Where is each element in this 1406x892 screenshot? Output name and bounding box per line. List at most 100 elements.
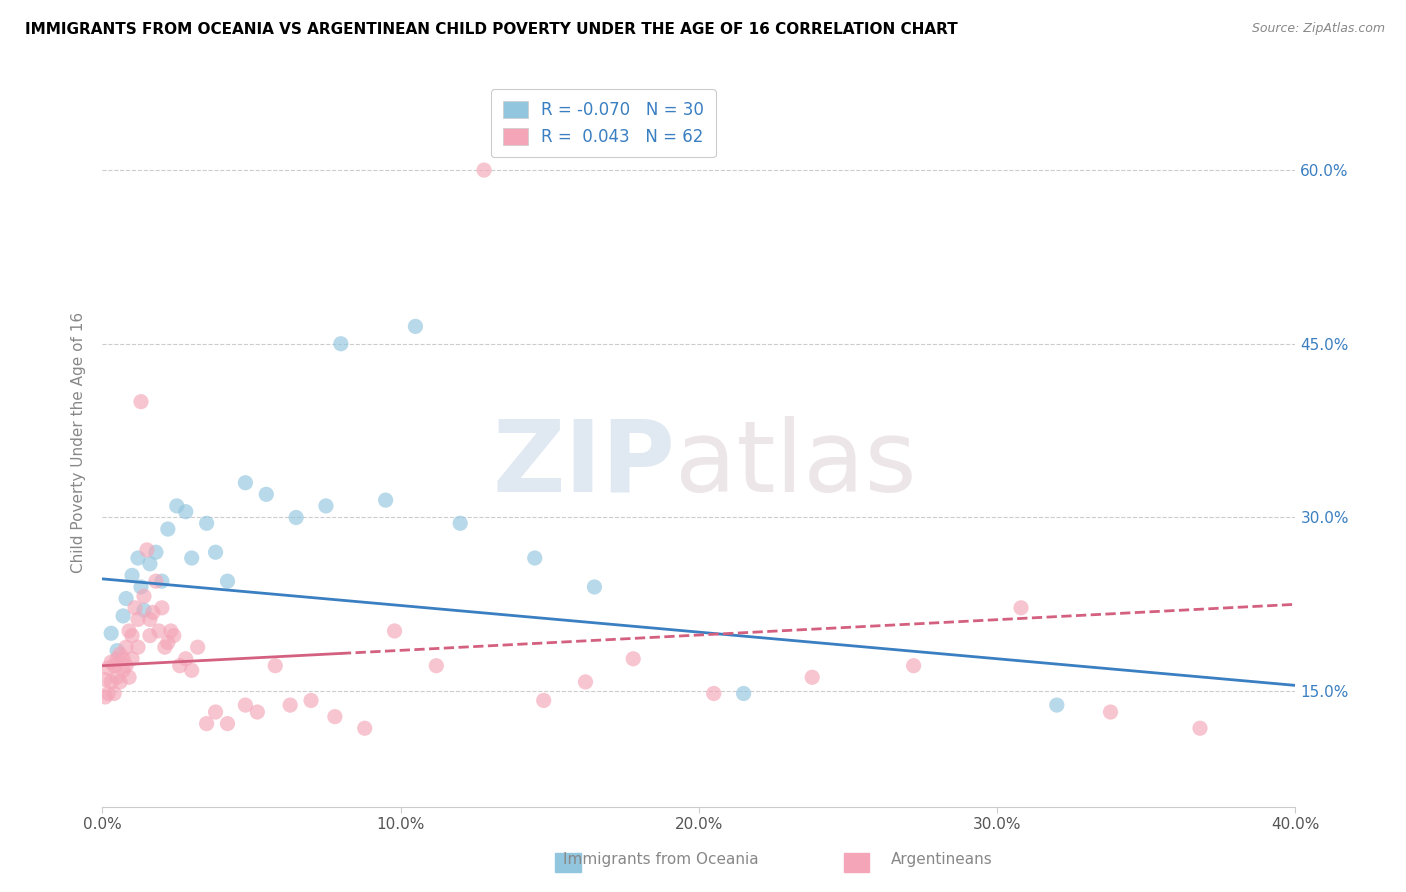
Point [115,658,138,673]
Point [180,664,202,678]
Point [148,624,170,638]
Point [621,652,644,666]
Point [801,670,824,684]
Point [139,557,162,571]
Point [733,686,755,700]
Point [159,624,181,638]
Point [100,674,122,689]
Point [174,505,197,519]
Point [132,589,155,603]
Point [118,624,141,638]
Point [103,686,125,700]
Point [136,542,159,557]
Point [127,551,149,566]
Point [108,674,131,689]
Point [139,629,162,643]
Point [315,499,337,513]
Point [169,658,191,673]
Point [217,716,239,731]
Point [105,670,128,684]
Point [94,690,117,704]
Point [574,674,596,689]
Point [180,551,202,566]
Point [129,394,152,409]
Point [115,591,138,606]
Point [100,626,122,640]
Point [374,493,396,508]
Point [583,580,606,594]
Legend: R = -0.070   N = 30, R =  0.043   N = 62: R = -0.070 N = 30, R = 0.043 N = 62 [491,89,716,157]
Point [1046,698,1069,712]
Point [174,652,197,666]
Point [1188,721,1211,735]
Point [94,673,117,687]
Point [150,600,173,615]
Point [112,664,135,678]
Text: IMMIGRANTS FROM OCEANIA VS ARGENTINEAN CHILD POVERTY UNDER THE AGE OF 16 CORRELA: IMMIGRANTS FROM OCEANIA VS ARGENTINEAN C… [25,22,957,37]
Point [121,652,143,666]
Text: atlas: atlas [675,416,917,513]
Point [127,612,149,626]
Point [195,516,218,531]
Point [103,658,125,673]
Point [105,652,128,666]
Point [97,661,120,675]
Point [472,163,495,178]
Point [156,522,179,536]
Point [235,475,257,490]
Point [353,721,375,735]
Point [254,487,277,501]
Point [204,705,226,719]
Text: Immigrants from Oceania: Immigrants from Oceania [562,852,759,867]
Point [121,568,143,582]
Point [105,643,128,657]
Point [97,686,120,700]
Point [384,624,406,638]
Text: Source: ZipAtlas.com: Source: ZipAtlas.com [1251,22,1385,36]
Point [195,716,218,731]
Point [145,574,167,589]
Point [449,516,471,531]
Point [323,709,346,723]
Point [124,600,146,615]
Point [145,545,167,559]
Point [404,319,426,334]
Point [278,698,301,712]
Point [246,705,269,719]
Point [1099,705,1122,719]
Point [163,629,186,643]
Text: ZIP: ZIP [492,416,675,513]
Point [299,693,322,707]
Point [264,658,287,673]
Point [132,603,155,617]
Point [150,574,173,589]
Point [1010,600,1032,615]
Point [129,580,152,594]
Point [153,640,176,655]
Point [703,686,725,700]
Point [100,655,122,669]
Text: Argentineans: Argentineans [891,852,993,867]
Point [112,608,135,623]
Point [235,698,257,712]
Point [217,574,239,589]
Point [121,629,143,643]
Point [523,551,546,566]
Point [156,635,179,649]
Point [903,658,925,673]
Point [204,545,226,559]
Point [115,640,138,655]
Point [166,499,188,513]
Point [142,606,165,620]
Point [425,658,447,673]
Point [108,647,131,661]
Point [187,640,209,655]
Y-axis label: Child Poverty Under the Age of 16: Child Poverty Under the Age of 16 [72,311,86,573]
Point [533,693,555,707]
Point [118,670,141,684]
Point [285,510,308,524]
Point [127,640,149,655]
Point [329,336,352,351]
Point [112,652,135,666]
Point [139,612,162,626]
